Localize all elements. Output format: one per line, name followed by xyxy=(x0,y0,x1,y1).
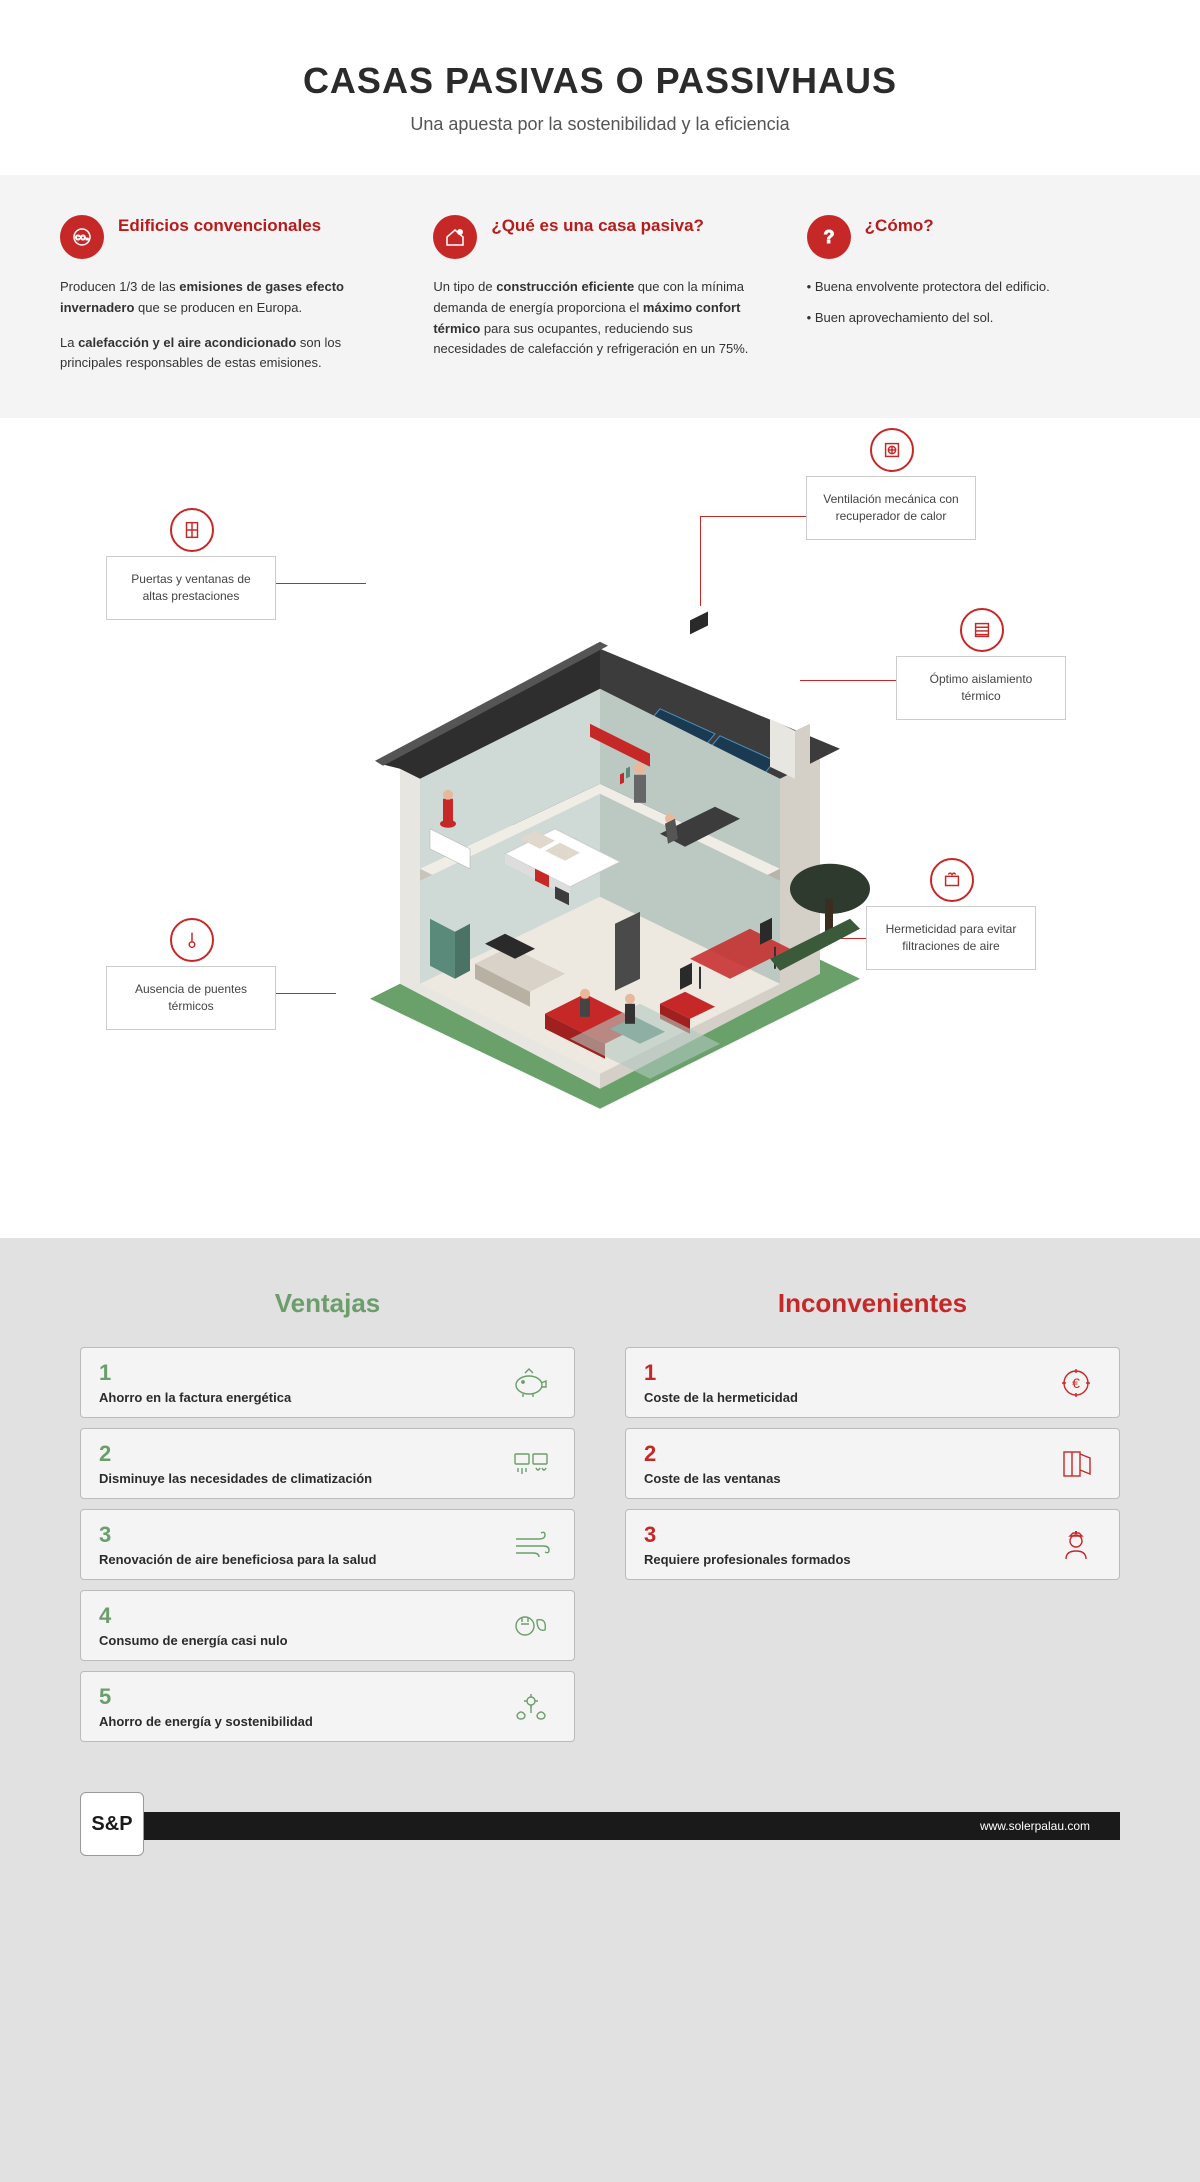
professional-icon xyxy=(1051,1525,1101,1565)
callout-airtight: Hermeticidad para evitar filtraciones de… xyxy=(866,906,1036,970)
intro-section: CO₂ Edificios convencionales Producen 1/… xyxy=(0,175,1200,418)
svg-text:?: ? xyxy=(823,227,834,247)
advantages-title: Ventajas xyxy=(80,1288,575,1319)
header: CASAS PASIVAS O PASSIVHAUS Una apuesta p… xyxy=(0,0,1200,175)
disadvantage-item: 3Requiere profesionales formados xyxy=(625,1509,1120,1580)
advantages-column: Ventajas 1Ahorro en la factura energétic… xyxy=(80,1288,575,1752)
house-illustration xyxy=(320,569,880,1109)
insulation-icon xyxy=(960,608,1004,652)
intro-col-how: ? ¿Cómo? Buena envolvente protectora del… xyxy=(807,215,1140,388)
callout-windows: Puertas y ventanas de altas prestaciones xyxy=(106,556,276,620)
air-flow-icon xyxy=(506,1525,556,1565)
piggy-bank-icon xyxy=(506,1363,556,1403)
footer-bar: S&P www.solerpalau.com xyxy=(80,1812,1120,1840)
callout-bridges: Ausencia de puentes térmicos xyxy=(106,966,276,1030)
intro-body-1: Producen 1/3 de las emisiones de gases e… xyxy=(60,277,393,374)
advantage-item: 5Ahorro de energía y sostenibilidad xyxy=(80,1671,575,1742)
window-cost-icon xyxy=(1051,1444,1101,1484)
thermal-bridge-icon xyxy=(170,918,214,962)
sp-logo: S&P xyxy=(80,1792,144,1856)
advantage-item: 3Renovación de aire beneficiosa para la … xyxy=(80,1509,575,1580)
airtight-icon xyxy=(930,858,974,902)
svg-text:€: € xyxy=(1072,1375,1080,1391)
climate-icon xyxy=(506,1444,556,1484)
house-leaf-icon xyxy=(433,215,477,259)
footer-url: www.solerpalau.com xyxy=(980,1819,1090,1833)
euro-cost-icon: € xyxy=(1051,1363,1101,1403)
ventilation-icon xyxy=(870,428,914,472)
question-icon: ? xyxy=(807,215,851,259)
window-icon xyxy=(170,508,214,552)
intro-body-2: Un tipo de construcción eficiente que co… xyxy=(433,277,766,360)
intro-body-3: Buena envolvente protectora del edificio… xyxy=(807,277,1140,329)
disadvantages-column: Inconvenientes 1Coste de la hermeticidad… xyxy=(625,1288,1120,1752)
advantage-item: 1Ahorro en la factura energética xyxy=(80,1347,575,1418)
callout-ventilation: Ventilación mecánica con recuperador de … xyxy=(806,476,976,540)
intro-col-passive: ¿Qué es una casa pasiva? Un tipo de cons… xyxy=(433,215,766,388)
advantage-item: 2Disminuye las necesidades de climatizac… xyxy=(80,1428,575,1499)
page-title: CASAS PASIVAS O PASSIVHAUS xyxy=(20,60,1180,102)
intro-title-3: ¿Cómo? xyxy=(865,215,934,237)
svg-text:CO₂: CO₂ xyxy=(75,235,89,242)
footer: S&P www.solerpalau.com xyxy=(0,1812,1200,1870)
intro-title-2: ¿Qué es una casa pasiva? xyxy=(491,215,704,237)
co2-icon: CO₂ xyxy=(60,215,104,259)
eco-plug-icon xyxy=(506,1606,556,1646)
house-diagram: Puertas y ventanas de altas prestaciones… xyxy=(0,418,1200,1238)
disadvantages-title: Inconvenientes xyxy=(625,1288,1120,1319)
advantage-item: 4Consumo de energía casi nulo xyxy=(80,1590,575,1661)
intro-col-conventional: CO₂ Edificios convencionales Producen 1/… xyxy=(60,215,393,388)
disadvantage-item: 2Coste de las ventanas xyxy=(625,1428,1120,1499)
pros-cons-section: Ventajas 1Ahorro en la factura energétic… xyxy=(0,1238,1200,1812)
callout-insulation: Óptimo aislamiento térmico xyxy=(896,656,1066,720)
sustainability-icon xyxy=(506,1687,556,1727)
intro-title-1: Edificios convencionales xyxy=(118,215,321,237)
page-subtitle: Una apuesta por la sostenibilidad y la e… xyxy=(20,114,1180,135)
disadvantage-item: 1Coste de la hermeticidad € xyxy=(625,1347,1120,1418)
